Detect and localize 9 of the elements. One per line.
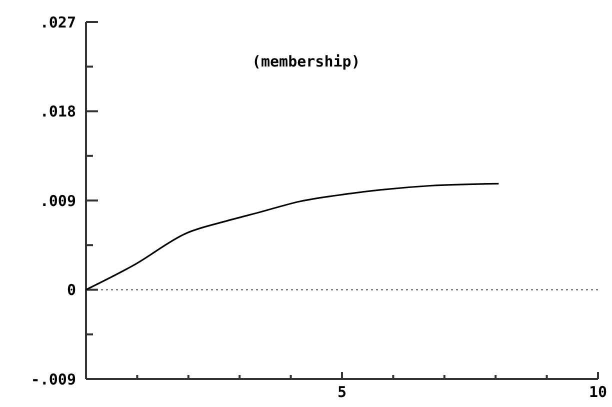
y-tick-label: .018 [40,102,76,120]
x-tick-label: 5 [337,383,347,401]
y-tick-label: -.009 [30,370,76,388]
line-series [85,182,500,291]
y-tick-label: 0 [66,281,76,299]
annotation: (membership) [252,52,360,71]
y-tick-label: .027 [40,13,76,32]
y-tick-label: .009 [40,192,76,210]
x-tick-label: 10 [588,383,608,401]
